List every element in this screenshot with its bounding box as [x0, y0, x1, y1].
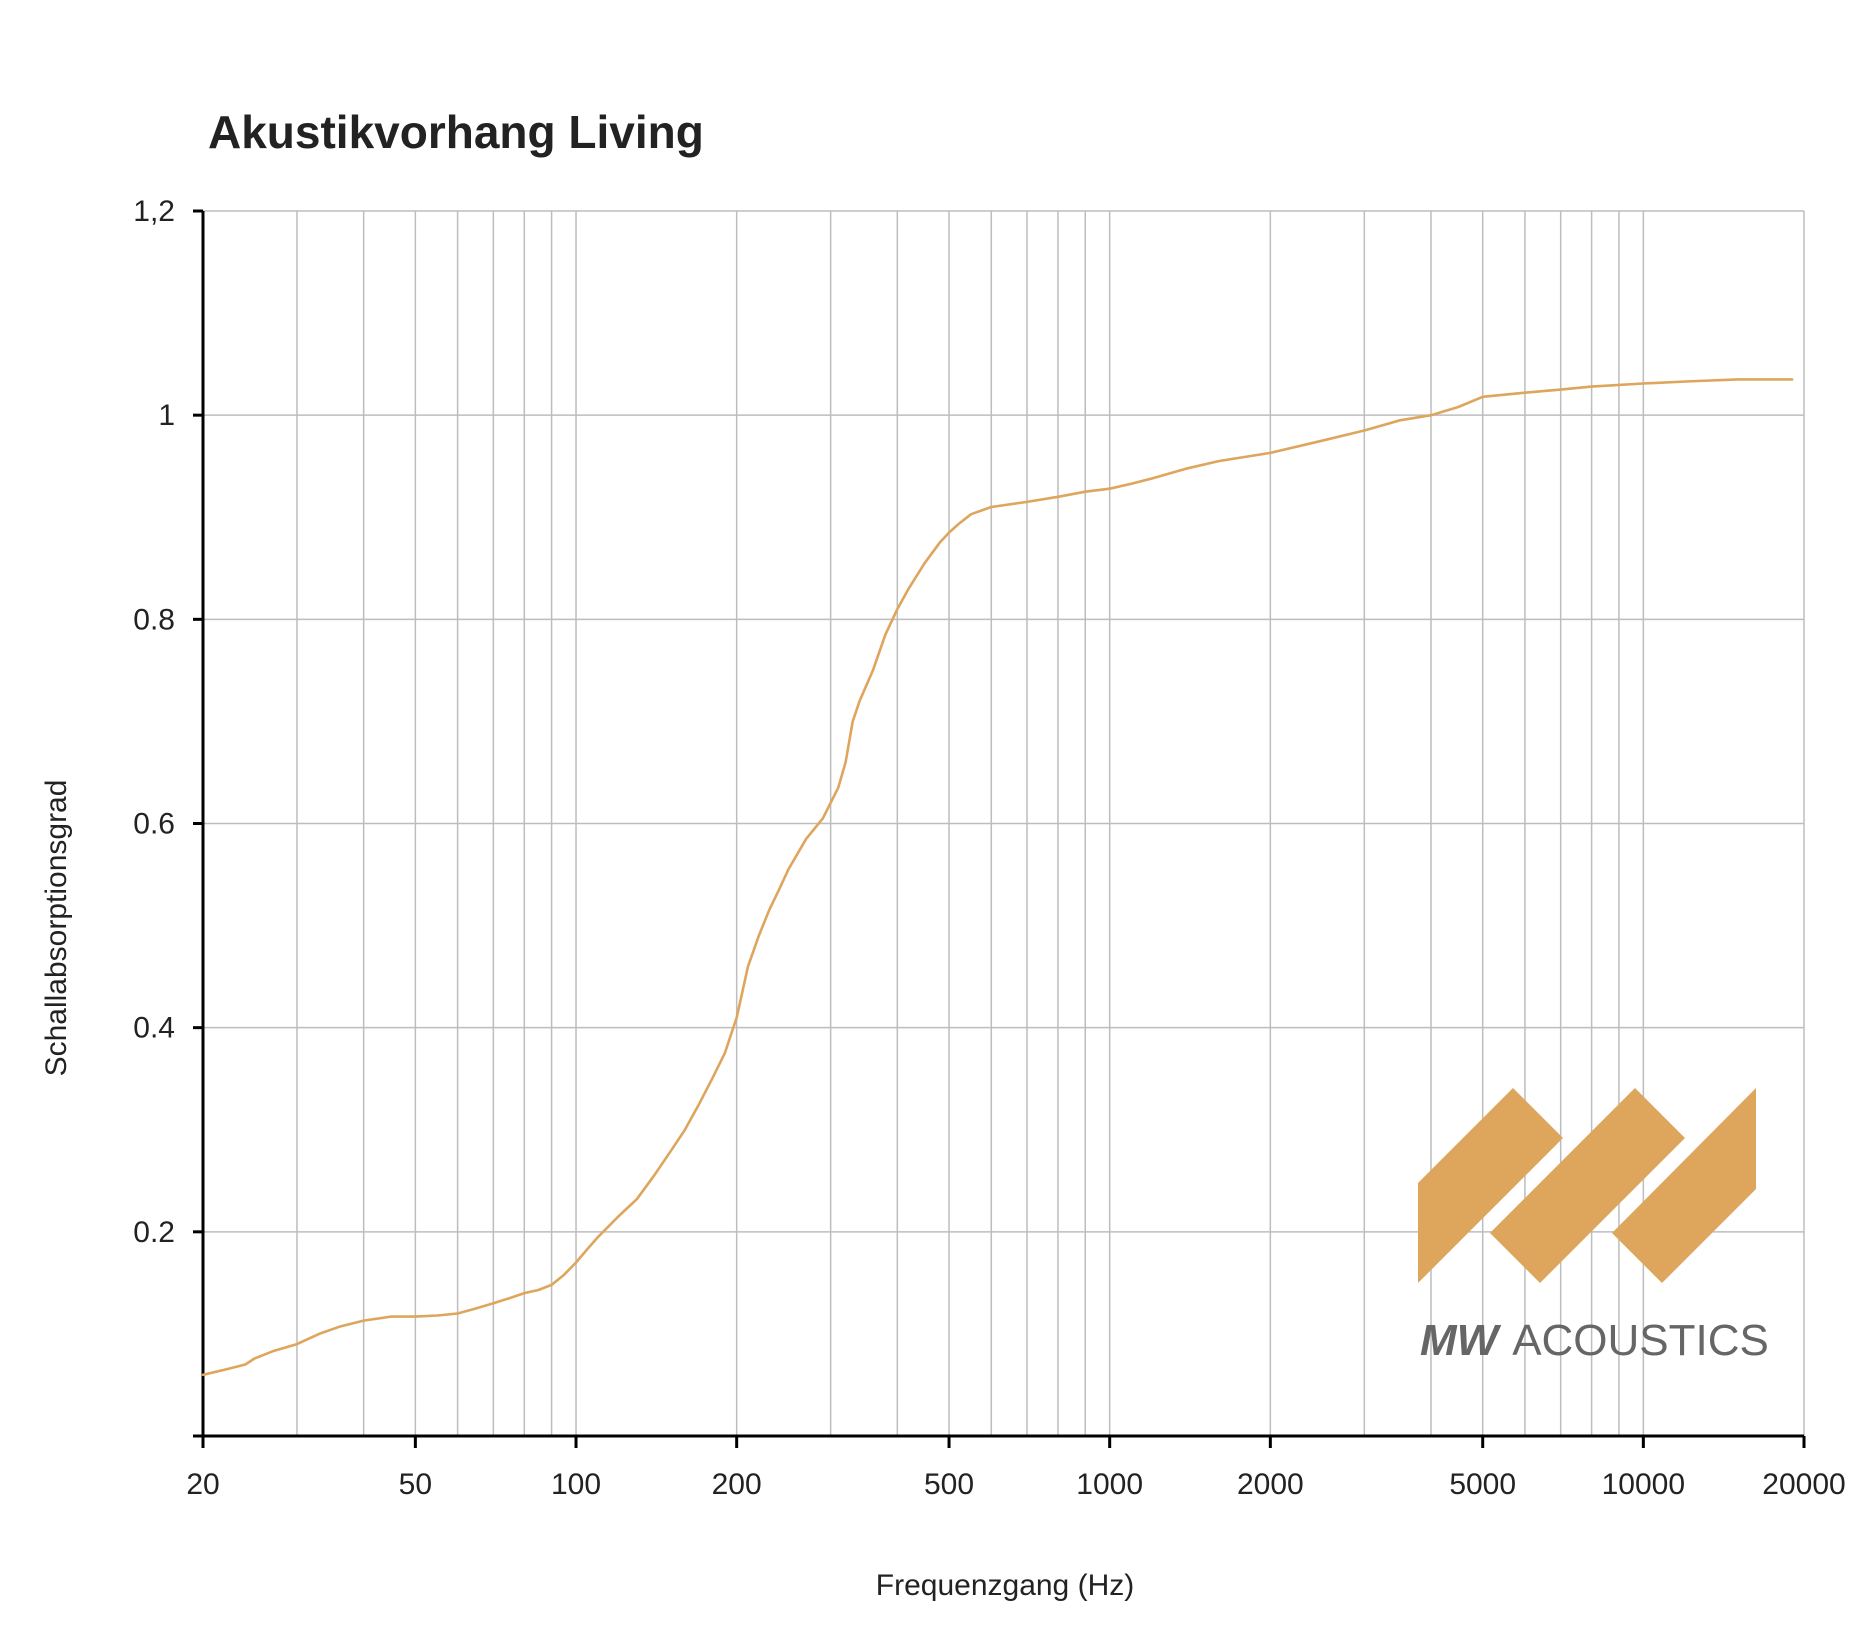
tick-labels: 0.2 0.4 0.6 0.8 1 1,2 20 50 100 200 500 1000 2000 500…	[133, 195, 1845, 1501]
x-tick-label: 5000	[1449, 1468, 1516, 1501]
x-tick-label: 2000	[1237, 1468, 1304, 1501]
logo-brand-rest: ACOUSTICS	[1512, 1316, 1769, 1365]
x-tick-label: 20000	[1762, 1468, 1845, 1501]
y-axis-title: Schallabsorptionsgrad	[40, 780, 73, 1077]
series	[201, 378, 1794, 1377]
x-tick-label: 1000	[1076, 1468, 1143, 1501]
x-axis-title: Frequenzgang (Hz)	[876, 1569, 1134, 1602]
logo-stripe-1	[1418, 1088, 1563, 1283]
x-tick-label: 20	[186, 1468, 219, 1501]
x-tick-label: 10000	[1602, 1468, 1685, 1501]
logo-text: MW ACOUSTICS	[1420, 1316, 1769, 1365]
y-tick-label: 0.4	[133, 1012, 175, 1045]
logo-stripe-3	[1612, 1088, 1756, 1283]
y-tick-label: 0.6	[133, 808, 175, 841]
x-tick-label: 50	[399, 1468, 432, 1501]
mw-acoustics-logo: MW ACOUSTICS	[1418, 1088, 1769, 1365]
logo-stripe-2	[1490, 1088, 1685, 1283]
x-tick-label: 200	[712, 1468, 762, 1501]
logo-brand-bold: MW	[1420, 1316, 1502, 1365]
y-tick-label: 0.2	[133, 1216, 175, 1249]
chart-title: Akustikvorhang Living	[208, 106, 704, 158]
series-line	[201, 378, 1794, 1377]
y-tick-label: 0.8	[133, 603, 175, 636]
y-tick-label: 1	[158, 399, 175, 432]
x-tick-label: 500	[924, 1468, 974, 1501]
x-tick-label: 100	[551, 1468, 601, 1501]
y-tick-label: 1,2	[133, 195, 175, 228]
axes	[193, 209, 1806, 1448]
